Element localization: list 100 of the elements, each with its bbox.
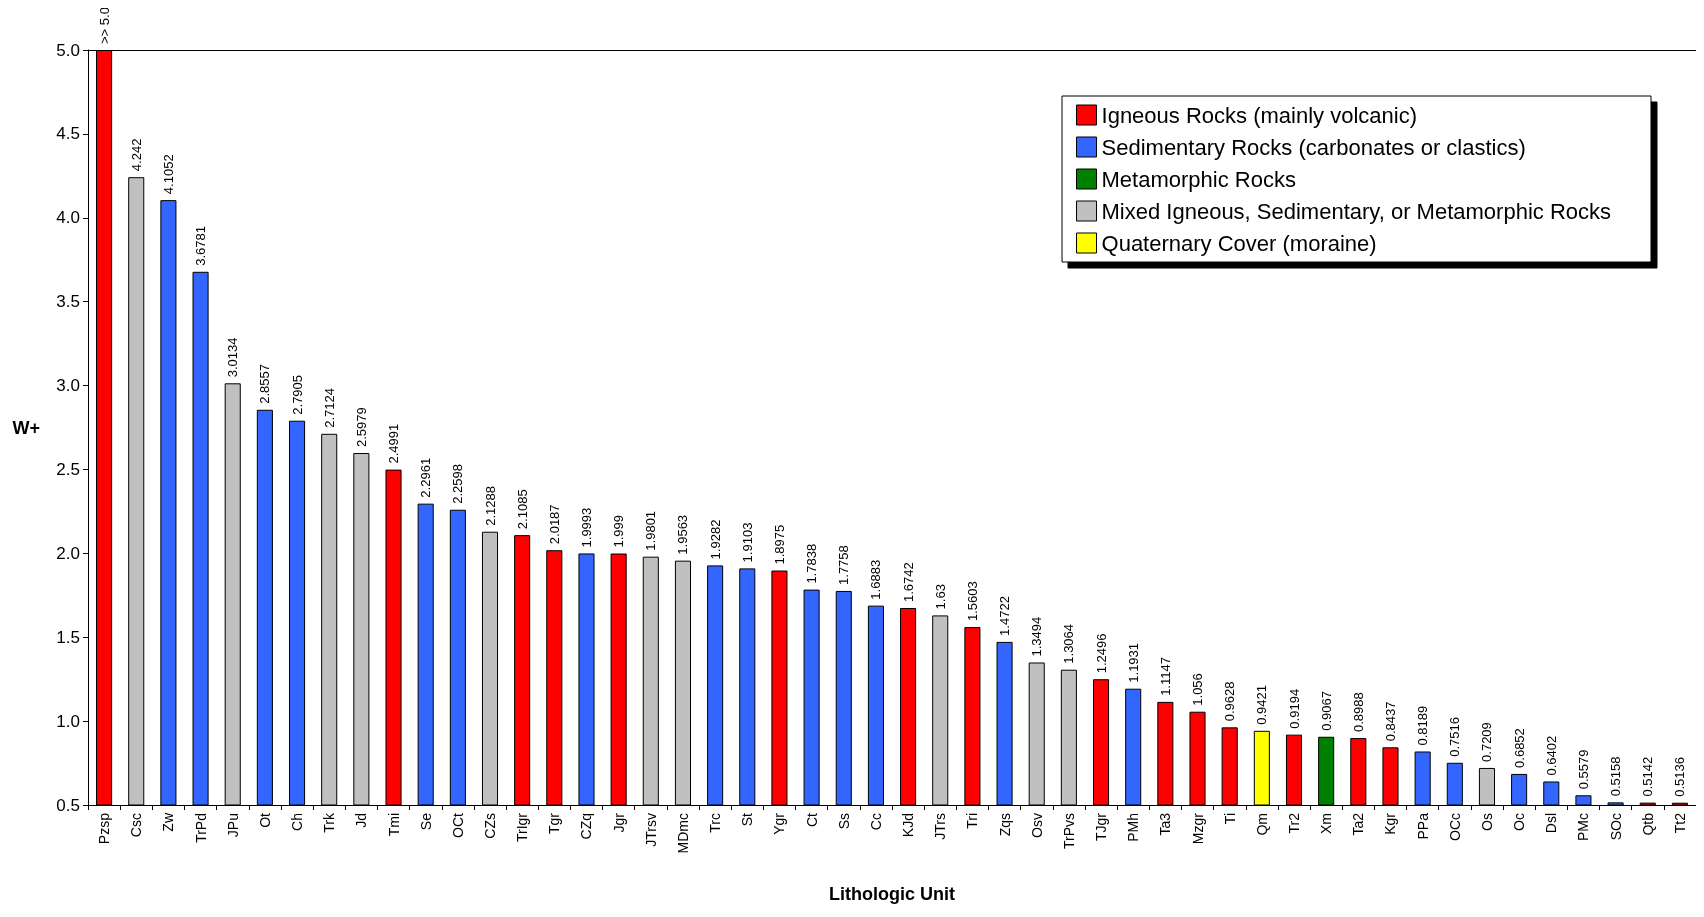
x-tick-label: SOc bbox=[1607, 813, 1624, 841]
data-label: 1.999 bbox=[611, 514, 627, 548]
x-tick-label: JTrs bbox=[932, 813, 949, 840]
x-tick-label: Ct bbox=[803, 812, 820, 827]
data-label: 1.4722 bbox=[997, 596, 1013, 636]
x-tick-label: Se bbox=[417, 812, 434, 831]
x-tick-label: JTrsv bbox=[642, 813, 659, 847]
data-label: 1.6742 bbox=[900, 562, 916, 602]
data-label: 0.7516 bbox=[1447, 717, 1463, 757]
data-label: 1.7838 bbox=[804, 543, 820, 584]
data-label: 2.4991 bbox=[386, 423, 402, 464]
y-tick-label: 5.0 bbox=[56, 40, 80, 60]
legend-label: Igneous Rocks (mainly volcanic) bbox=[1101, 102, 1417, 128]
x-axis-title: Lithologic Unit bbox=[829, 884, 955, 904]
data-label: 2.8557 bbox=[257, 364, 273, 404]
data-label: 0.9067 bbox=[1318, 691, 1334, 731]
data-label: 1.9801 bbox=[643, 510, 659, 551]
data-label: 1.6883 bbox=[868, 559, 884, 600]
x-tick-label: PMc bbox=[1575, 813, 1592, 841]
x-tick-label: Tri bbox=[964, 813, 981, 829]
x-tick-label: Tt2 bbox=[1671, 812, 1688, 834]
data-label: 2.2598 bbox=[450, 463, 466, 504]
x-tick-label: CZs bbox=[482, 813, 498, 839]
data-label: 0.5579 bbox=[1575, 749, 1591, 790]
data-label: 2.2961 bbox=[418, 457, 434, 498]
x-tick-label: St bbox=[739, 812, 756, 827]
data-label: 1.7758 bbox=[836, 545, 852, 585]
x-tick-label: Ti bbox=[1221, 813, 1238, 825]
x-tick-label: Oc bbox=[1511, 813, 1528, 831]
x-tick-label: Jgr bbox=[610, 812, 627, 833]
x-tick-label: KJd bbox=[900, 813, 917, 838]
data-label: 2.5979 bbox=[353, 407, 369, 448]
data-label: 3.6781 bbox=[193, 226, 209, 266]
data-label: 1.2496 bbox=[1093, 633, 1109, 674]
y-tick-label: 4.5 bbox=[56, 124, 80, 144]
y-tick-label: 2.0 bbox=[56, 543, 80, 563]
data-label: 1.9993 bbox=[578, 507, 594, 548]
y-tick-label: 0.5 bbox=[56, 795, 80, 815]
data-label: 1.056 bbox=[1190, 673, 1206, 706]
x-tick-label: Ch bbox=[289, 813, 306, 831]
x-tick-label: PMh bbox=[1125, 813, 1142, 842]
data-label: 0.5142 bbox=[1640, 756, 1656, 797]
x-tick-label: TrIgr bbox=[514, 812, 531, 843]
x-tick-label: Ss bbox=[835, 813, 852, 830]
data-label: 0.5136 bbox=[1672, 756, 1688, 797]
y-tick-label: 2.5 bbox=[56, 459, 80, 479]
x-tick-label: TrPd bbox=[192, 813, 209, 843]
x-tick-label: Osv bbox=[1028, 813, 1045, 838]
data-label: 0.8437 bbox=[1382, 701, 1398, 742]
y-tick-label: 4.0 bbox=[56, 208, 80, 228]
x-tick-label: TrPvs bbox=[1060, 813, 1077, 850]
x-tick-label: CZq bbox=[578, 813, 595, 840]
data-label: 0.8988 bbox=[1350, 692, 1366, 733]
x-tick-label: MDmc bbox=[674, 813, 691, 854]
x-tick-label: JPu bbox=[224, 813, 241, 838]
legend-label: Mixed Igneous, Sedimentary, or Metamorphic Rocks bbox=[1101, 198, 1612, 224]
data-label: 2.7124 bbox=[321, 388, 337, 428]
x-tick-label: Ta3 bbox=[1157, 812, 1174, 836]
data-label: 1.8975 bbox=[771, 524, 787, 565]
data-label: 1.63 bbox=[932, 584, 948, 610]
x-tick-label: OCc bbox=[1446, 813, 1463, 841]
x-tick-label: Tr2 bbox=[1286, 812, 1302, 834]
data-label: 0.9194 bbox=[1286, 688, 1302, 729]
x-tick-label: PPa bbox=[1414, 812, 1431, 840]
data-label: 4.1052 bbox=[160, 154, 176, 195]
x-tick-label: Trk bbox=[321, 812, 338, 833]
data-label: 1.1147 bbox=[1157, 657, 1173, 696]
legend-label: Quaternary Cover (moraine) bbox=[1101, 230, 1377, 256]
data-label: 0.8189 bbox=[1415, 705, 1431, 746]
legend-label: Sedimentary Rocks (carbonates or clastics) bbox=[1101, 134, 1526, 160]
data-label: 4.242 bbox=[128, 138, 144, 172]
data-label: 1.1931 bbox=[1125, 642, 1141, 683]
data-label: 3.0134 bbox=[225, 337, 241, 378]
x-tick-label: OCt bbox=[449, 812, 466, 838]
data-label: 0.9421 bbox=[1254, 685, 1270, 725]
data-label: 0.5158 bbox=[1608, 756, 1624, 797]
y-tick-label: 1.0 bbox=[56, 711, 80, 731]
x-tick-label: Kgr bbox=[1382, 812, 1399, 835]
x-tick-label: Xm bbox=[1318, 813, 1335, 834]
data-label: 2.1085 bbox=[514, 489, 530, 530]
x-tick-label: Cc bbox=[867, 813, 884, 831]
data-label: 1.9563 bbox=[675, 514, 691, 555]
x-tick-label: Tmi bbox=[385, 813, 402, 837]
data-label: 2.7905 bbox=[289, 374, 305, 415]
x-tick-label: Trc bbox=[707, 813, 724, 833]
data-label: 0.9628 bbox=[1222, 681, 1238, 722]
data-label: 2.1288 bbox=[482, 485, 498, 526]
y-axis-title: W+ bbox=[12, 417, 40, 438]
y-tick-label: 1.5 bbox=[56, 627, 80, 647]
x-tick-label: Ta2 bbox=[1350, 812, 1367, 836]
x-tick-label: TJgr bbox=[1093, 812, 1110, 841]
legend-label: Metamorphic Rocks bbox=[1101, 166, 1296, 192]
x-tick-label: Zqs bbox=[996, 813, 1013, 837]
x-tick-label: Ygr bbox=[771, 812, 788, 835]
data-label: 1.3064 bbox=[1061, 623, 1077, 664]
x-tick-label: Qtb bbox=[1639, 812, 1656, 836]
data-label: >> 5.0 bbox=[96, 7, 112, 44]
x-tick-label: Mzgr bbox=[1189, 812, 1206, 845]
data-label: 2.0187 bbox=[546, 504, 562, 545]
y-tick-label: 3.5 bbox=[56, 292, 80, 312]
